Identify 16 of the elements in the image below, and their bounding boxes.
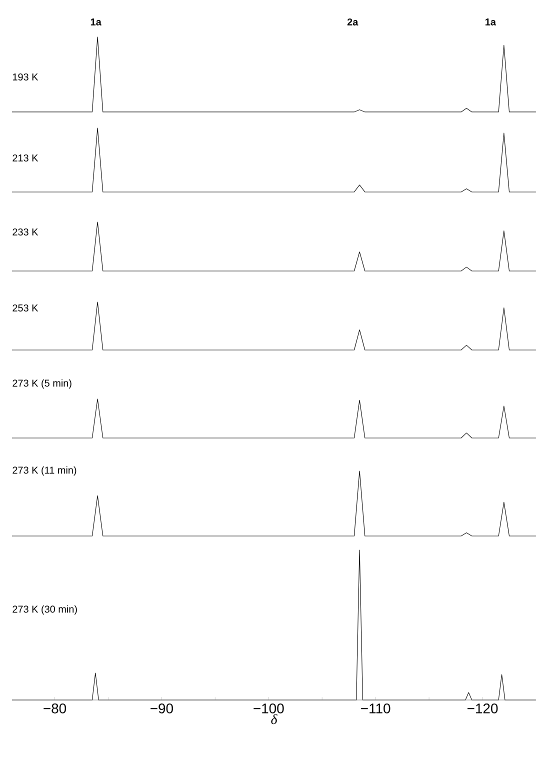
chart-title: 253 K <box>12 304 38 312</box>
text: 273 K (30 min) <box>12 605 77 615</box>
text: 2a <box>347 18 358 26</box>
chart-title: 273 K (5 min) <box>12 379 72 389</box>
text: 1a <box>485 18 496 26</box>
x-axis-title: δ <box>271 714 278 724</box>
text: 1a <box>90 18 102 26</box>
chart-title: 273 K (11 min) <box>12 466 76 476</box>
text: 193 K <box>12 73 38 81</box>
text: 233 K <box>12 228 38 236</box>
x-tick-label: −120 <box>467 704 498 714</box>
x-tick-label: −100 <box>253 704 284 714</box>
text: 213 K <box>12 154 38 162</box>
x-tick-label: −110 <box>360 704 390 714</box>
x-tick-label: −80 <box>43 704 66 714</box>
x-tick-label: −90 <box>150 704 173 714</box>
